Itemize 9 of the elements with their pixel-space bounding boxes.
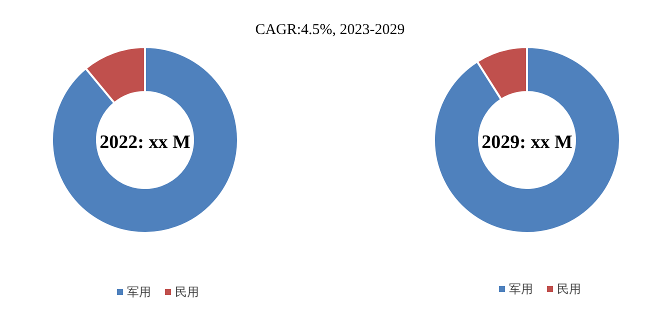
legend-label: 民用 (557, 282, 581, 296)
donut-slice (51, 46, 239, 234)
legend-label: 民用 (175, 285, 199, 299)
text: 2029: xx M (482, 132, 572, 153)
text: 2022: xx M (100, 132, 190, 153)
legend-label: 军用 (127, 285, 151, 299)
text: CAGR:4.5%, 2023-2029 (255, 22, 405, 38)
donut-slice (433, 46, 621, 234)
legend-label: 军用 (509, 282, 533, 296)
